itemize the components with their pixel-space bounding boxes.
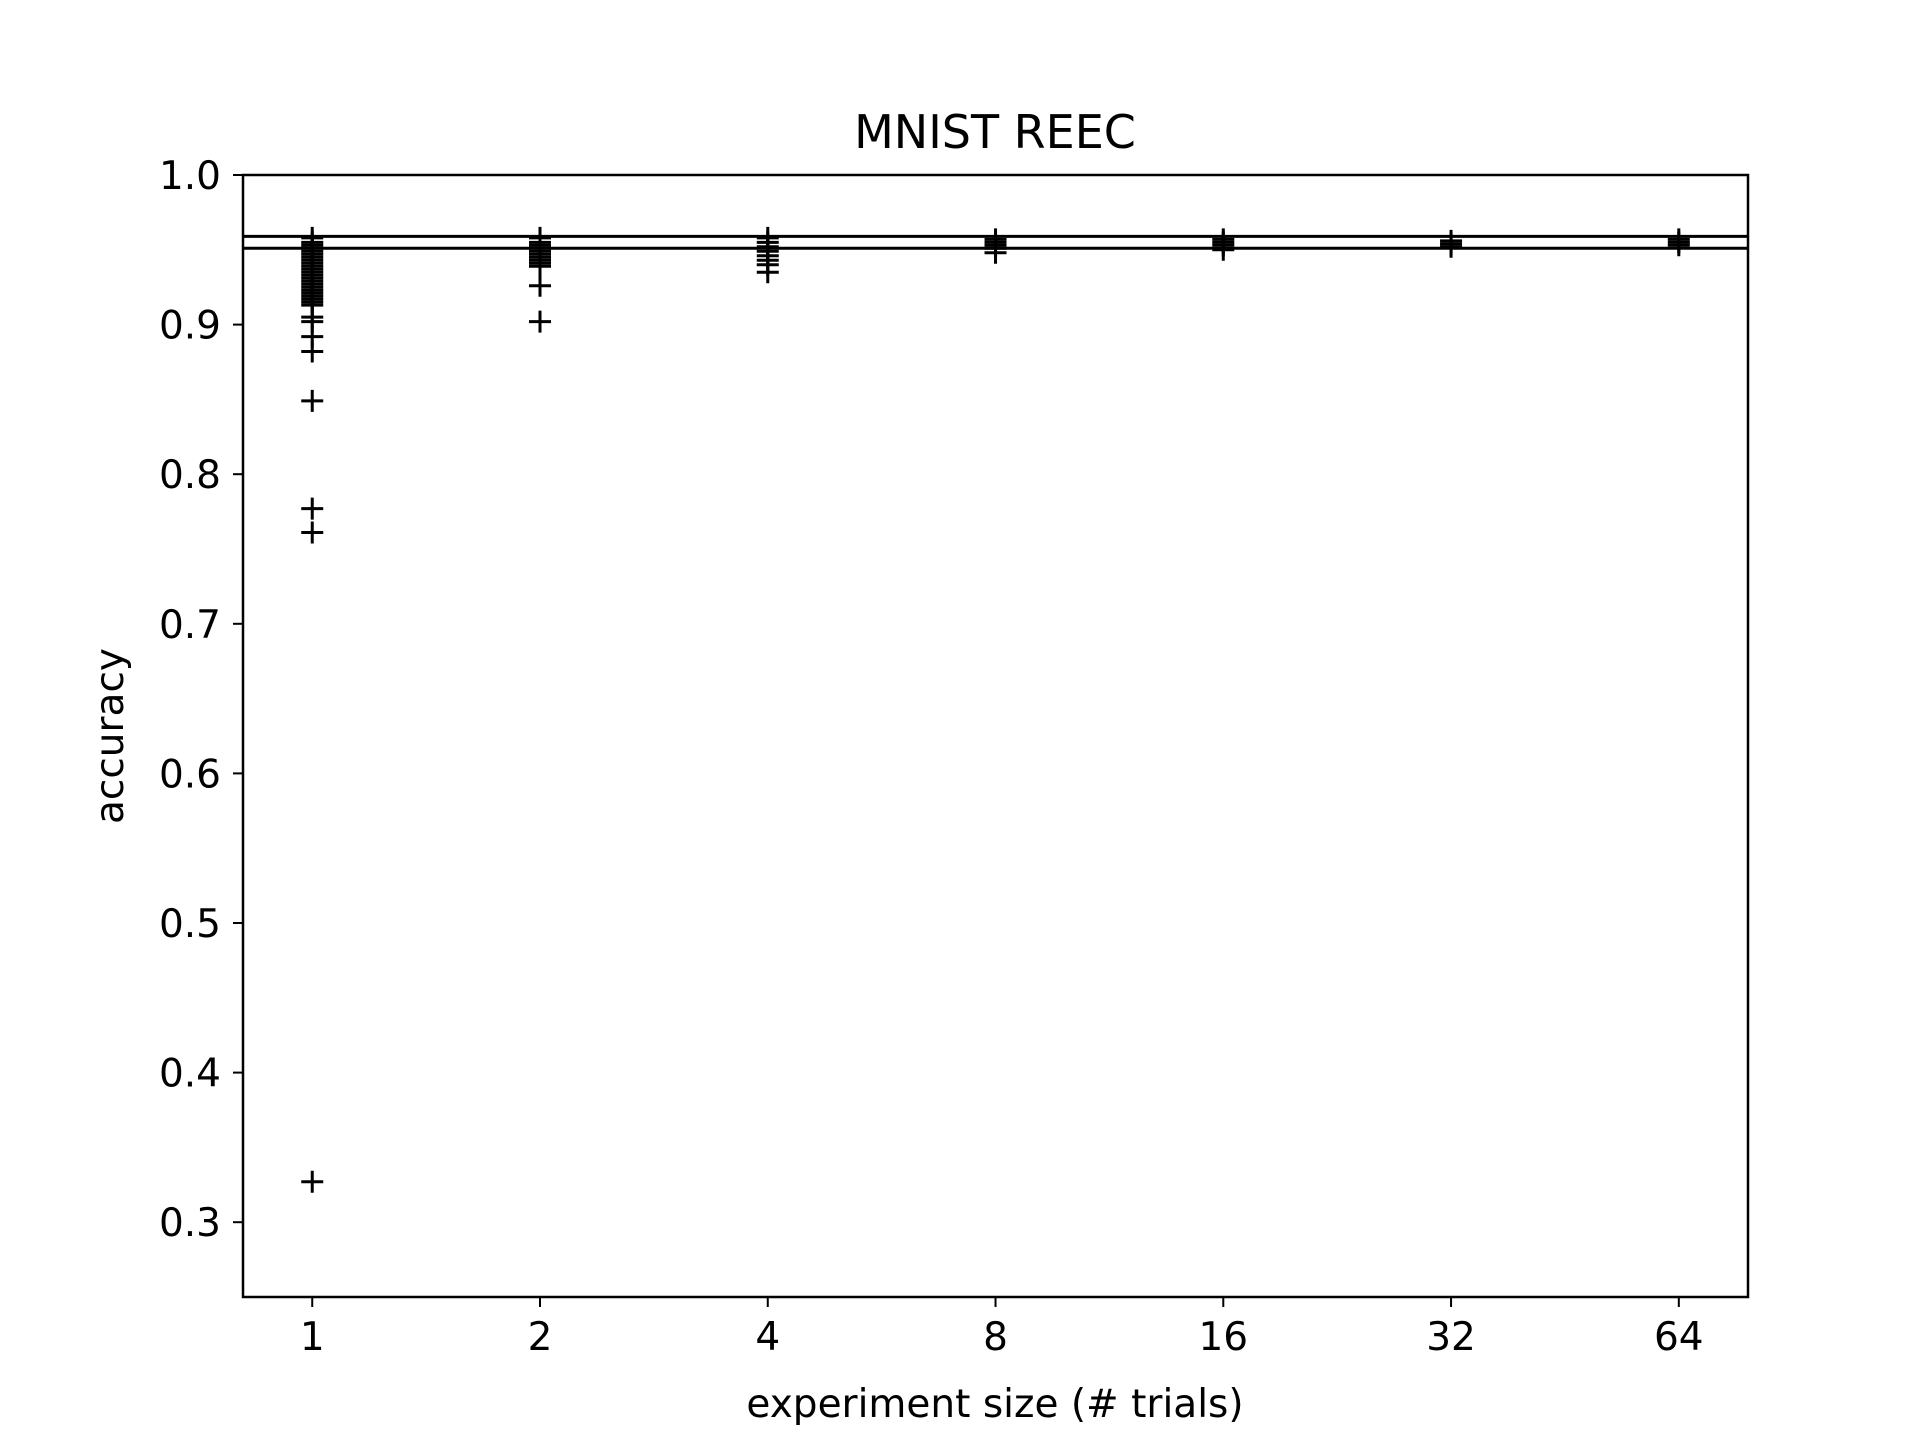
- data-point: [984, 241, 1007, 264]
- plot-frame: [241, 173, 1750, 1299]
- y-axis-label: accuracy: [88, 648, 133, 824]
- x-axis-label: experiment size (# trials): [746, 1382, 1243, 1427]
- y-tick-label: 0.7: [159, 603, 221, 648]
- x-tick-label: 1: [300, 1315, 325, 1360]
- x-tick-label: 16: [1198, 1315, 1248, 1360]
- data-point: [301, 389, 324, 412]
- y-tick-label: 0.9: [159, 304, 221, 349]
- y-axis-ticks: 0.3 0.4 0.5 0.6 0.7 0.8 0.9 1.0: [159, 154, 243, 1246]
- data-point: [301, 521, 324, 544]
- x-tick-label: 64: [1654, 1315, 1704, 1360]
- y-tick-label: 0.6: [159, 752, 221, 797]
- data-point: [529, 255, 552, 278]
- data-point: [1212, 238, 1235, 261]
- data-point: [1440, 235, 1463, 258]
- data-point: [301, 1170, 324, 1193]
- y-tick-label: 1.0: [159, 154, 221, 199]
- data-point: [1667, 234, 1690, 257]
- chart-title: MNIST REEC: [854, 105, 1136, 159]
- y-tick-label: 0.8: [159, 453, 221, 498]
- y-tick-label: 0.3: [159, 1201, 221, 1246]
- y-tick-label: 0.5: [159, 902, 221, 947]
- x-tick-label: 8: [983, 1315, 1008, 1360]
- plot-marks: [243, 226, 1748, 1193]
- data-point: [756, 261, 779, 284]
- data-point: [301, 497, 324, 520]
- data-point: [529, 310, 552, 333]
- x-tick-label: 2: [528, 1315, 553, 1360]
- data-point: [529, 274, 552, 297]
- x-tick-label: 4: [755, 1315, 780, 1360]
- x-tick-label: 32: [1426, 1315, 1476, 1360]
- x-axis-ticks: 1 2 4 8 16 32 64: [300, 1297, 1704, 1360]
- data-point: [301, 340, 324, 363]
- y-tick-label: 0.4: [159, 1052, 221, 1097]
